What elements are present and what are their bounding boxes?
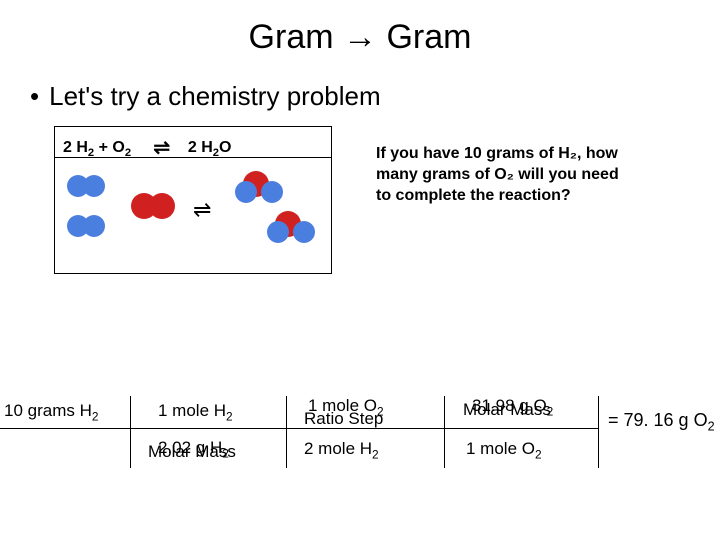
cell-00-text: 10 grams H xyxy=(4,401,92,420)
cell-01: 1 mole H2 xyxy=(158,402,233,423)
title-part2: Gram xyxy=(377,18,471,56)
cell-11-b: Molar Mass xyxy=(148,442,236,462)
result-sub: 2 xyxy=(708,420,715,434)
title-arrow: → xyxy=(343,18,377,56)
h-atom xyxy=(83,175,105,197)
h-atom xyxy=(235,181,257,203)
cell-12-sub: 2 xyxy=(372,447,379,461)
eq-rhs-o: O xyxy=(219,139,231,156)
equation-text: 2 H2 + O2 ⇌ 2 H2O xyxy=(63,133,231,159)
molecule-area: ⇌ xyxy=(55,157,331,273)
question-line: If you have 10 grams of H₂, how many gra… xyxy=(376,145,619,204)
eq-lhs2: O xyxy=(112,139,124,156)
eq-rhs: 2 H xyxy=(188,139,213,156)
o-atom xyxy=(149,193,175,219)
h-atom xyxy=(267,221,289,243)
title-part1: Gram xyxy=(249,18,343,56)
h-atom xyxy=(83,215,105,237)
calc-vline xyxy=(286,396,287,468)
result-text: = 79. 16 g O2 xyxy=(608,410,715,434)
diagram-row: 2 H2 + O2 ⇌ 2 H2O ⇌ xyxy=(54,126,720,274)
calc-hline xyxy=(0,428,598,429)
cell-11b-text: Molar Mass xyxy=(148,442,236,461)
bullet-marker: • xyxy=(30,81,39,112)
eq-arrow: ⇌ xyxy=(153,137,170,159)
bullet-text: Let's try a chemistry problem xyxy=(49,81,381,111)
cell-00-sub: 2 xyxy=(92,409,99,423)
calc-vline xyxy=(444,396,445,468)
cell-02-b: Ratio Step xyxy=(304,409,383,429)
h-atom xyxy=(261,181,283,203)
result-value: = 79. 16 g O xyxy=(608,410,708,430)
calc-vline xyxy=(598,396,599,468)
cell-12: 2 mole H2 xyxy=(304,440,379,461)
cell-00: 10 grams H2 xyxy=(4,402,99,423)
h-atom xyxy=(293,221,315,243)
cell-13-text: 1 mole O xyxy=(466,439,535,458)
cell-12-text: 2 mole H xyxy=(304,439,372,458)
calc-vline xyxy=(130,396,131,468)
eq-lhs1: 2 H xyxy=(63,139,88,156)
question-text: If you have 10 grams of H₂, how many gra… xyxy=(376,144,632,206)
cell-13-sub: 2 xyxy=(535,447,542,461)
cell-13: 1 mole O2 xyxy=(466,440,542,461)
cell-03-b: Molar Mass xyxy=(463,400,551,420)
page-title: Gram → Gram xyxy=(0,18,720,57)
eq-plus: + xyxy=(99,139,113,156)
cell-01-text: 1 mole H xyxy=(158,401,226,420)
reaction-diagram: 2 H2 + O2 ⇌ 2 H2O ⇌ xyxy=(54,126,332,274)
bullet-line: • Let's try a chemistry problem xyxy=(30,81,720,112)
cell-02b-text: Ratio Step xyxy=(304,409,383,428)
diagram-arrow: ⇌ xyxy=(193,197,211,223)
cell-01-sub: 2 xyxy=(226,409,233,423)
cell-03b-text: Molar Mass xyxy=(463,400,551,419)
